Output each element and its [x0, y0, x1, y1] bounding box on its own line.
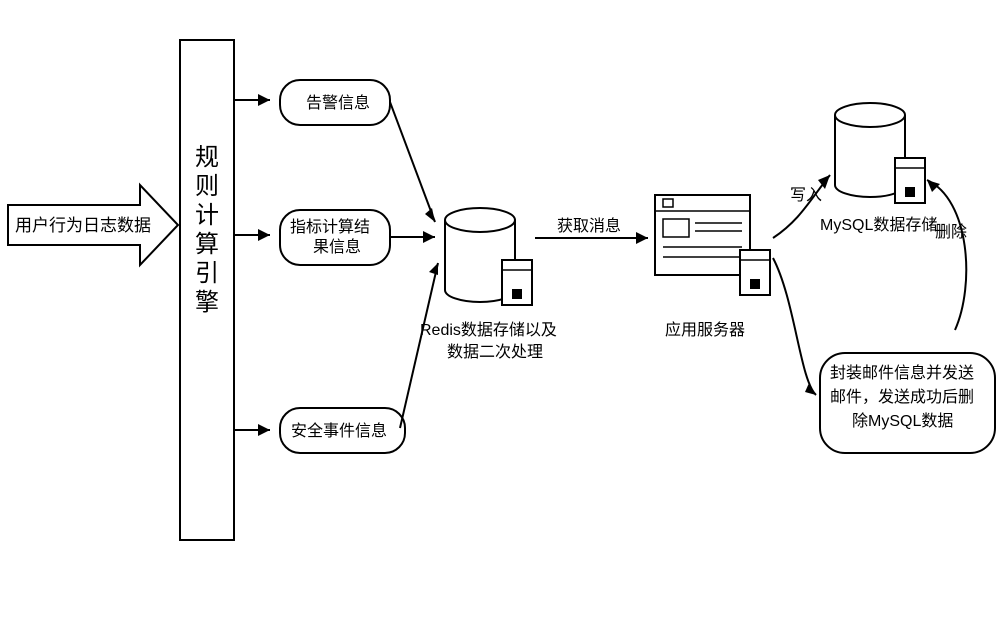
delete-label: 删除	[935, 223, 967, 241]
bubble-label: 指标计算结	[290, 217, 370, 236]
engine-char: 则	[195, 173, 219, 200]
mysql-server-dot	[905, 187, 915, 197]
engine-char: 规	[195, 144, 219, 171]
app-server-dot	[750, 279, 760, 289]
bubble-label: 果信息	[313, 238, 361, 256]
mail-label: 邮件，发送成功后删	[830, 388, 974, 406]
bubble-label: 安全事件信息	[291, 422, 387, 440]
bubble-label: 告警信息	[306, 94, 370, 112]
engine-char: 计	[195, 202, 219, 229]
redis-server-dot	[512, 289, 522, 299]
redis-label: 数据二次处理	[447, 343, 543, 361]
engine-char: 引	[195, 260, 219, 287]
write-label: 写入	[790, 187, 822, 204]
canvas-bg	[0, 0, 1000, 627]
engine-char: 擎	[195, 289, 219, 316]
mail-label: 除MySQL数据	[852, 412, 953, 430]
mysql-label: MySQL数据存储	[820, 216, 937, 234]
input-label: 用户行为日志数据	[15, 216, 151, 235]
engine-char: 算	[195, 231, 219, 258]
redis-label: Redis数据存储以及	[420, 321, 557, 339]
mail-label: 封装邮件信息并发送	[830, 364, 974, 382]
get-msg-label: 获取消息	[557, 217, 621, 235]
app-server-label: 应用服务器	[665, 320, 745, 339]
